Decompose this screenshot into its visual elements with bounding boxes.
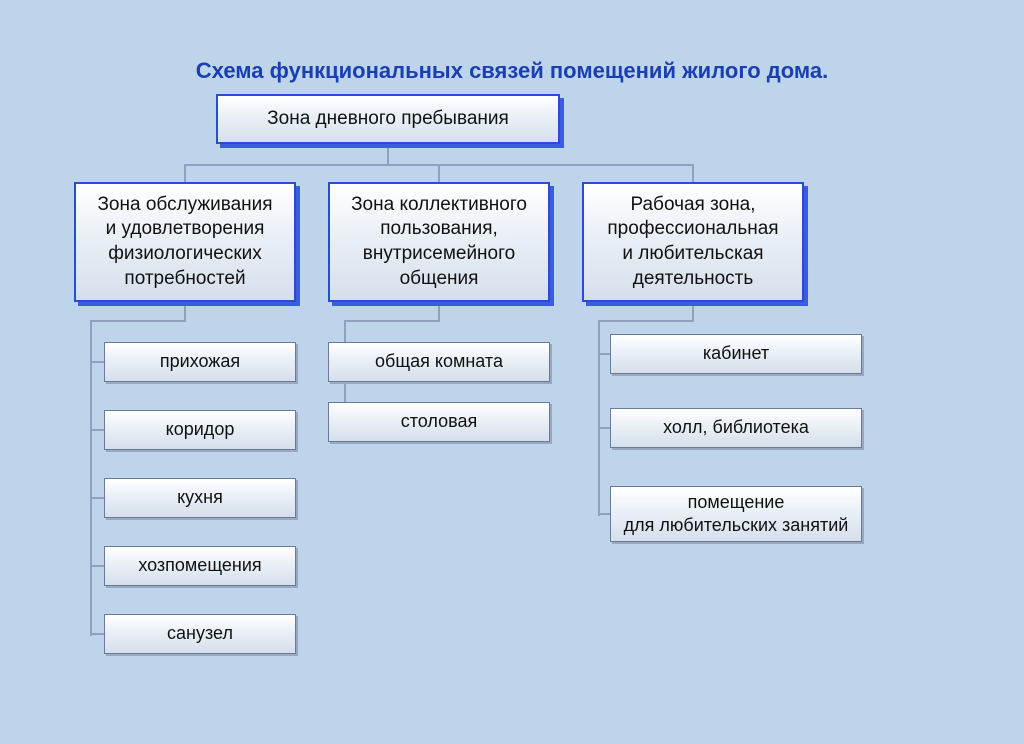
connector-line — [344, 320, 440, 322]
leaf-box-0-0: прихожая — [104, 342, 296, 382]
zone-box-2: Рабочая зона,профессиональнаяи любительс… — [582, 182, 804, 302]
connector-line — [598, 320, 600, 516]
diagram-canvas: Схема функциональных связей помещений жи… — [0, 0, 1024, 744]
connector-line — [184, 164, 186, 184]
connector-line — [438, 164, 440, 184]
connector-line — [90, 320, 186, 322]
root-box: Зона дневного пребывания — [216, 94, 560, 144]
leaf-box-0-1: коридор — [104, 410, 296, 450]
leaf-box-0-4: санузел — [104, 614, 296, 654]
connector-line — [692, 164, 694, 184]
leaf-box-2-1: холл, библиотека — [610, 408, 862, 448]
zone-box-1: Зона коллективногопользования,внутрисеме… — [328, 182, 550, 302]
connector-line — [90, 320, 92, 636]
leaf-box-2-0: кабинет — [610, 334, 862, 374]
connector-line — [598, 320, 694, 322]
leaf-box-2-2: помещениедля любительских занятий — [610, 486, 862, 542]
diagram-title: Схема функциональных связей помещений жи… — [0, 58, 1024, 84]
leaf-box-0-3: хозпомещения — [104, 546, 296, 586]
leaf-box-0-2: кухня — [104, 478, 296, 518]
leaf-box-1-0: общая комната — [328, 342, 550, 382]
zone-box-0: Зона обслуживанияи удовлетворенияфизиоло… — [74, 182, 296, 302]
leaf-box-1-1: столовая — [328, 402, 550, 442]
